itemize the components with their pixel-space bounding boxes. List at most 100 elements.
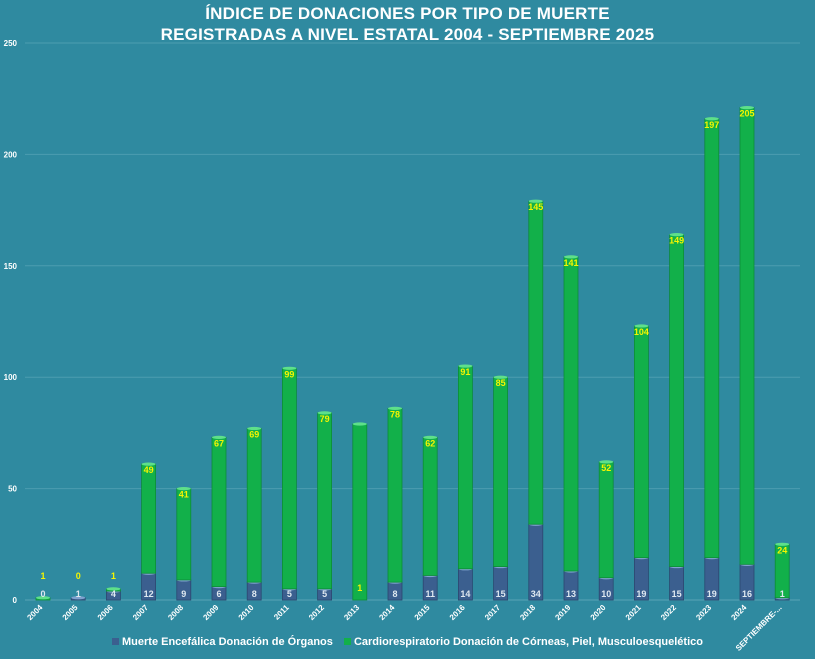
chart-subtitle: REGISTRADAS A NIVEL ESTATAL 2004 - SEPTI…: [160, 25, 655, 44]
x-tick-label: 2014: [377, 603, 396, 622]
bar-cap: [775, 542, 790, 546]
data-label-organos: 34: [531, 589, 541, 599]
bar-cap: [634, 324, 649, 328]
bar-cap: [317, 411, 332, 415]
y-tick-label: 150: [4, 262, 18, 271]
x-tick-label: 2018: [518, 603, 537, 622]
data-label-organos: 11: [425, 589, 435, 599]
data-label-cardio: 41: [179, 490, 189, 500]
x-tick-label: 2007: [131, 603, 150, 622]
data-label-cardio: 67: [214, 438, 224, 448]
x-tick-label: 2023: [694, 603, 713, 622]
bar-cardio-2016: [457, 365, 473, 570]
data-label-cardio: 79: [320, 414, 330, 424]
data-label-cardio: 99: [284, 369, 294, 379]
y-tick-label: 0: [13, 596, 18, 605]
data-label-organos: 8: [252, 589, 257, 599]
x-tick-label: 2015: [413, 603, 432, 622]
y-tick-label: 250: [4, 39, 18, 48]
y-tick-label: 100: [4, 373, 18, 382]
bar-cap: [528, 199, 543, 203]
bar-cap: [423, 435, 438, 439]
legend-label-series-0: Muerte Encefálica Donación de Órganos: [122, 636, 333, 648]
bar-cap: [141, 462, 156, 466]
data-label-organos: 15: [672, 589, 682, 599]
bar-cap: [247, 426, 262, 431]
data-label-cardio: 52: [601, 463, 611, 473]
data-label-organos: 5: [287, 589, 292, 599]
data-label-cardio: 145: [528, 202, 543, 212]
x-tick-label: 2008: [166, 603, 185, 622]
bar-cap: [493, 375, 508, 379]
x-tick-label: 2012: [307, 603, 326, 622]
data-label-organos: 1: [76, 589, 81, 599]
x-tick-label: 2011: [272, 603, 291, 622]
data-label-cardio: 149: [669, 236, 684, 246]
bar-cap: [669, 233, 684, 237]
bar-cardio-2013: [352, 423, 368, 601]
data-label-organos: 6: [216, 589, 221, 599]
data-label-cardio: 0: [76, 571, 81, 581]
x-tick-label: 2013: [342, 603, 361, 622]
bar-cardio-2014: [387, 407, 403, 583]
x-tick-label: 2017: [483, 603, 502, 622]
bar-cap: [704, 117, 719, 121]
data-label-organos: 19: [707, 589, 717, 599]
data-label-organos: 14: [460, 589, 470, 599]
data-label-organos: 16: [742, 589, 752, 599]
x-tick-label: 2020: [589, 603, 608, 622]
data-label-organos: 8: [392, 589, 397, 599]
bar-cardio-2019: [563, 256, 579, 572]
bar-cap: [106, 587, 121, 591]
bar-cap: [36, 596, 50, 600]
bar-cap: [352, 422, 367, 426]
legend-swatch-series-0: [112, 638, 119, 645]
bar-cardio-2008: [176, 488, 192, 581]
bar-cardio-2023: [704, 118, 720, 559]
legend-swatch-series-1: [343, 638, 351, 645]
x-tick-label: 2006: [96, 603, 115, 622]
legend-item-series-1: Cardiorespiratorio Donación de Córneas, …: [343, 636, 703, 648]
x-tick-label: 2010: [237, 603, 256, 622]
data-label-cardio: 1: [111, 571, 116, 581]
data-label-cardio: 197: [704, 120, 719, 130]
bar-cap: [740, 106, 754, 110]
y-tick-label: 200: [4, 150, 18, 159]
x-tick-label: 2005: [61, 603, 80, 622]
bar-cardio-2010: [246, 428, 262, 583]
x-tick-label: 2009: [201, 603, 220, 622]
x-tick-label: 2021: [624, 603, 643, 622]
data-label-organos: 1: [780, 589, 785, 599]
data-label-organos: 12: [144, 589, 154, 599]
bar-cap: [599, 460, 614, 464]
data-label-organos: 5: [322, 589, 327, 599]
data-label-organos: 0: [40, 589, 45, 599]
bar-cap: [176, 487, 191, 491]
bar-cap: [564, 255, 578, 259]
data-label-organos: 15: [496, 589, 506, 599]
bar-cardio-2012: [317, 412, 333, 590]
x-tick-label: 2019: [553, 603, 572, 622]
legend-item-series-0: Muerte Encefálica Donación de Órganos: [112, 636, 333, 648]
data-label-cardio: 78: [390, 409, 400, 419]
chart-title: ÍNDICE DE DONACIONES POR TIPO DE MUERTE: [205, 4, 610, 23]
data-label-cardio: 49: [144, 465, 154, 475]
bar-cap: [212, 435, 226, 439]
data-label-cardio: 104: [634, 327, 649, 337]
bar-cardio-2022: [669, 234, 684, 567]
data-label-cardio: 1: [357, 583, 362, 593]
y-tick-label: 50: [8, 485, 17, 494]
data-label-organos: 10: [601, 589, 611, 599]
data-label-cardio: 141: [563, 258, 578, 268]
data-label-cardio: 69: [249, 429, 259, 439]
data-label-cardio: 1: [40, 571, 45, 581]
data-label-cardio: 91: [460, 367, 470, 377]
data-label-organos: 13: [566, 589, 576, 599]
bar-cardio-2024: [739, 107, 755, 565]
data-label-cardio: 85: [496, 378, 506, 388]
bar-cardio-2021: [634, 325, 649, 559]
data-label-organos: 9: [181, 589, 186, 599]
bar-cap: [458, 364, 473, 368]
